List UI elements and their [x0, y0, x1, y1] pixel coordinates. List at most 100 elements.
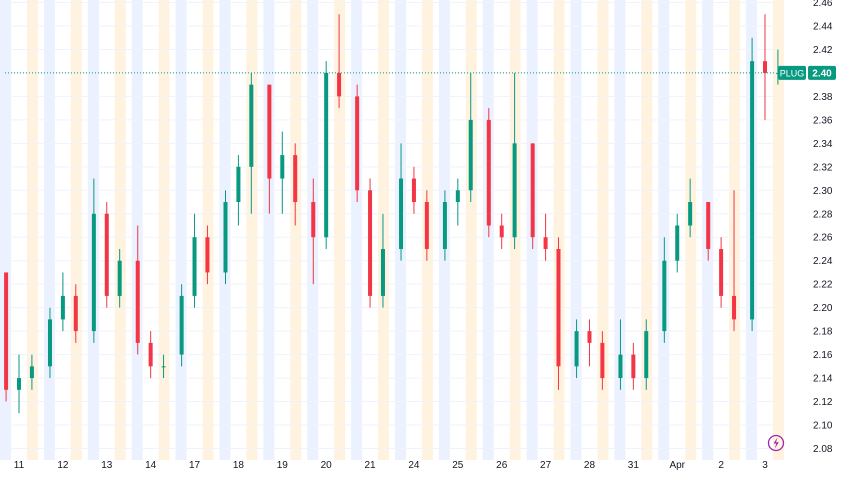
candle[interactable] — [337, 14, 342, 109]
y-tick-label: 2.26 — [813, 233, 833, 244]
candle[interactable] — [104, 202, 109, 308]
candle[interactable] — [179, 284, 184, 367]
candle-body — [236, 166, 241, 203]
candle-body — [424, 202, 429, 249]
candle[interactable] — [161, 354, 166, 379]
candle-body — [732, 295, 737, 320]
candle[interactable] — [411, 166, 416, 214]
candle[interactable] — [719, 237, 724, 308]
candle[interactable] — [574, 319, 579, 379]
candle[interactable] — [468, 72, 473, 203]
x-tick-label: 18 — [233, 460, 245, 471]
candle-body — [368, 190, 373, 296]
candle[interactable] — [499, 213, 504, 249]
candle[interactable] — [750, 37, 755, 332]
price-axis: 2.46 2.44 2.42 2.40 2.38 2.36 2.34 2.32 2.30 2.28… — [813, 0, 833, 455]
lightning-icon[interactable] — [767, 434, 785, 452]
symbol-label: PLUG — [780, 68, 805, 78]
candle[interactable] — [91, 178, 96, 343]
candle[interactable] — [267, 84, 272, 214]
candle[interactable] — [205, 225, 210, 285]
candle[interactable] — [399, 143, 404, 261]
post-market-band — [246, 0, 258, 460]
candle[interactable] — [29, 354, 34, 390]
symbol-badge — [778, 65, 806, 80]
candle[interactable] — [442, 190, 447, 261]
candle[interactable] — [530, 143, 535, 249]
candle[interactable] — [148, 331, 153, 379]
candle[interactable] — [60, 272, 65, 332]
pre-market-band — [131, 0, 143, 460]
candle[interactable] — [600, 331, 605, 390]
candle-body — [530, 143, 535, 238]
candle[interactable] — [73, 284, 78, 343]
x-tick-label: 24 — [408, 460, 420, 471]
candle[interactable] — [662, 237, 667, 343]
candle[interactable] — [556, 237, 561, 390]
candle[interactable] — [455, 178, 460, 226]
candle[interactable] — [380, 213, 385, 308]
candle[interactable] — [117, 248, 122, 308]
candle-body — [179, 295, 184, 355]
candle[interactable] — [192, 213, 197, 308]
candle-body — [355, 96, 360, 191]
x-tick-label: 2 — [718, 460, 724, 471]
candle-body — [380, 248, 385, 296]
candle[interactable] — [587, 319, 592, 367]
x-tick-label: 19 — [277, 460, 289, 471]
candle[interactable] — [223, 190, 228, 285]
x-tick-label: 21 — [364, 460, 376, 471]
candle-body — [644, 331, 649, 379]
candle[interactable] — [706, 202, 711, 261]
pre-market-band — [614, 0, 626, 460]
session-bands — [0, 0, 784, 460]
post-market-band — [378, 0, 389, 460]
candle[interactable] — [47, 307, 52, 379]
candle[interactable] — [675, 213, 680, 273]
candle[interactable] — [644, 319, 649, 390]
pre-market-band — [658, 0, 670, 460]
candle[interactable] — [293, 143, 298, 226]
candle[interactable] — [17, 354, 21, 414]
candle-body — [148, 342, 153, 367]
x-tick-label: 31 — [628, 460, 640, 471]
candle-body — [631, 354, 636, 379]
candle-body — [675, 225, 680, 261]
candle[interactable] — [486, 108, 491, 238]
candle[interactable] — [618, 319, 623, 390]
pre-market-band — [43, 0, 55, 460]
candle-body — [205, 237, 210, 273]
candle-body — [192, 237, 197, 296]
candle[interactable] — [324, 61, 329, 249]
candle[interactable] — [732, 190, 737, 332]
y-tick-label: 2.38 — [813, 92, 833, 103]
candle[interactable] — [512, 72, 517, 249]
candle[interactable] — [543, 213, 548, 261]
y-tick-label: 2.24 — [813, 256, 833, 267]
candle[interactable] — [631, 342, 636, 390]
candle[interactable] — [311, 178, 316, 285]
candle[interactable] — [763, 14, 767, 120]
y-tick-label: 2.22 — [813, 280, 833, 291]
candle[interactable] — [135, 225, 140, 355]
candle[interactable] — [424, 190, 429, 261]
post-market-band — [465, 0, 477, 460]
candle[interactable] — [280, 131, 285, 214]
candle-body — [543, 237, 548, 249]
candle[interactable] — [355, 84, 360, 203]
candle[interactable] — [236, 155, 241, 226]
candle-body — [688, 202, 693, 226]
candle-body — [442, 202, 447, 249]
candle[interactable] — [688, 178, 693, 238]
candle[interactable] — [4, 272, 9, 402]
candle-body — [324, 72, 329, 238]
post-market-band — [772, 0, 784, 460]
candle-body — [499, 225, 504, 238]
candle[interactable] — [368, 178, 373, 308]
y-tick-label: 2.42 — [813, 45, 833, 56]
candle[interactable] — [775, 49, 780, 85]
candle-body — [763, 61, 767, 73]
candle[interactable] — [249, 72, 254, 214]
